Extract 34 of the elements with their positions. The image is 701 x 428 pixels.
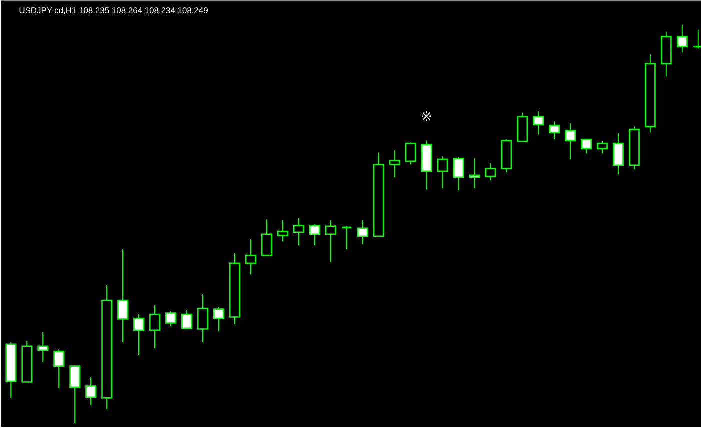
candlestick: [54, 349, 65, 389]
candlestick: [118, 248, 128, 343]
candlestick: [309, 224, 320, 246]
candlestick: [261, 219, 272, 256]
candlestick: [581, 138, 592, 154]
candlestick: [277, 220, 288, 242]
candlestick: [565, 123, 576, 160]
candlestick: [453, 156, 464, 192]
candlestick: [341, 226, 352, 250]
candlestick: [197, 294, 208, 343]
candlestick: [597, 140, 608, 154]
candlestick: [70, 364, 81, 424]
candlestick: [405, 142, 416, 166]
candlestick: [213, 306, 224, 332]
candlestick: [437, 156, 448, 190]
candlestick: [485, 162, 496, 182]
candlestick: [293, 218, 304, 246]
candlestick: [166, 310, 176, 327]
candlestick: [245, 239, 256, 276]
candlestick: [533, 111, 544, 136]
candlestick: [134, 314, 144, 356]
chart-title: USDJPY-cd,H1 108.235 108.264 108.234 108.249: [20, 7, 208, 15]
candlestick: [357, 220, 368, 245]
candlestick: [469, 158, 480, 190]
candlestick: [150, 304, 160, 349]
annotation: ※: [422, 111, 432, 122]
candlestick: [182, 310, 192, 330]
candlestick: [549, 121, 560, 140]
candlestick: [676, 24, 688, 54]
candlestick: [325, 220, 336, 263]
candlestick: [389, 150, 400, 178]
candlestick: [613, 133, 624, 176]
candlestick: [86, 376, 97, 406]
candlestick: [38, 332, 49, 363]
